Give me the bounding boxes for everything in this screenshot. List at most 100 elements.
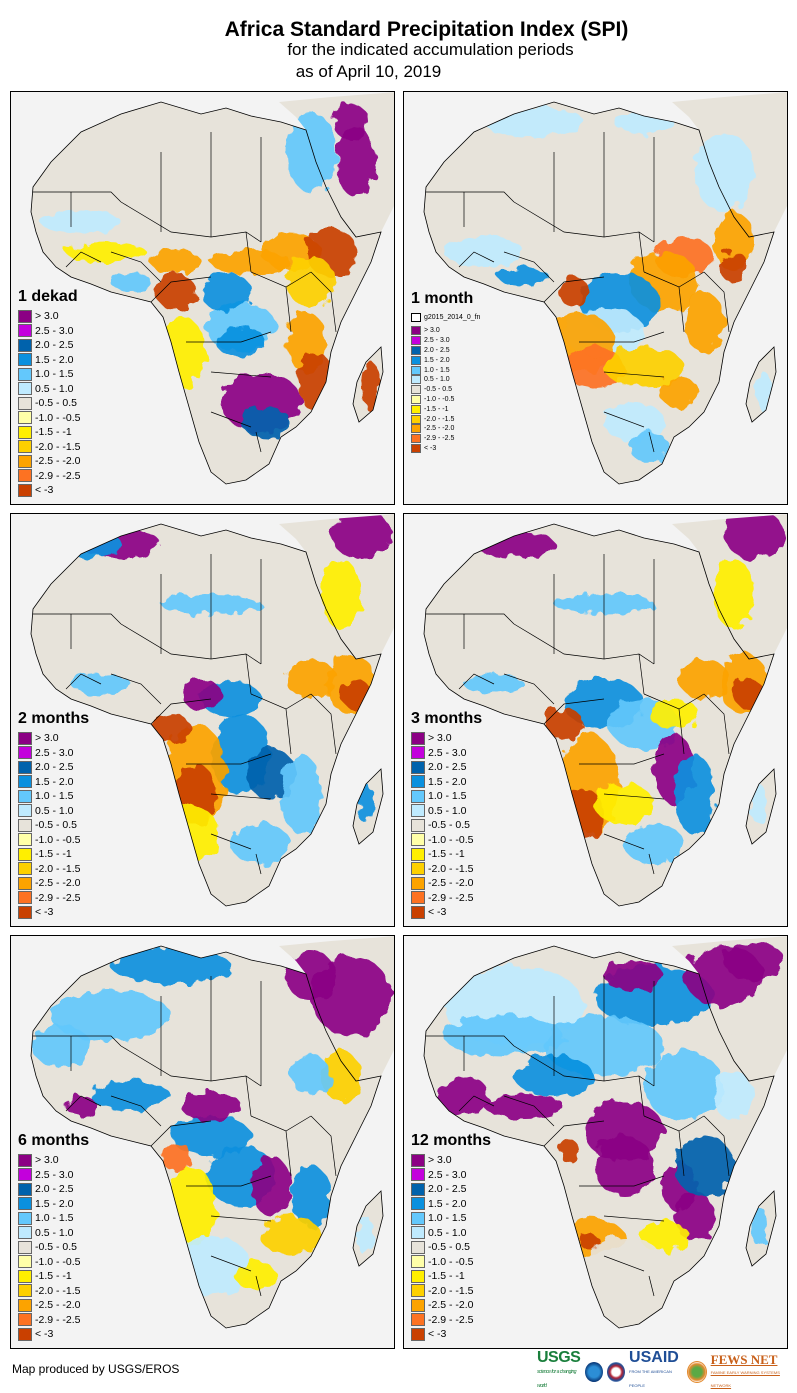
legend-swatch [18, 367, 32, 381]
spi-region [679, 659, 729, 699]
spi-region [181, 679, 221, 709]
legend-item: -2.9 - -2.5 [18, 469, 81, 484]
legend-label: 2.0 - 2.5 [35, 1183, 74, 1196]
legend-label: -2.5 - -2.0 [428, 1299, 474, 1312]
legend-swatch [18, 483, 32, 497]
legend-item: 2.5 - 3.0 [411, 1168, 491, 1183]
spi-region [684, 292, 724, 352]
fews-globe-icon [686, 1361, 707, 1383]
legend-swatch [411, 434, 421, 444]
legend-swatch [18, 425, 32, 439]
legend-swatch [411, 1313, 425, 1327]
legend-label: -1.0 - -0.5 [35, 411, 81, 424]
spi-region [751, 784, 767, 824]
legend-item: -0.5 - 0.5 [411, 1240, 491, 1255]
spi-region [639, 1221, 689, 1251]
legend-label: 2.5 - 3.0 [428, 746, 467, 759]
country-border [543, 1120, 605, 1147]
country-border [648, 1275, 655, 1297]
coastline [423, 523, 775, 907]
usgs-logo-text: USGS [537, 1349, 581, 1366]
legend-swatch [411, 731, 425, 745]
legend-swatch [18, 338, 32, 352]
legend-swatch [411, 385, 421, 395]
legend-item: 1.0 - 1.5 [18, 789, 89, 804]
country-border [186, 753, 272, 765]
legend-item: -1.5 - -1 [411, 404, 480, 414]
legend-item: -0.5 - 0.5 [411, 385, 480, 395]
legend-item: > 3.0 [411, 731, 482, 746]
country-border [120, 201, 212, 238]
country-border [120, 623, 212, 660]
spi-region [564, 347, 624, 387]
legend-swatch [411, 1284, 425, 1298]
legend-swatch [18, 1226, 32, 1240]
country-border [150, 698, 212, 725]
spi-region [629, 432, 669, 462]
spi-region [333, 104, 369, 140]
usgs-logo: USGS science for a changing world [537, 1349, 581, 1393]
legend-swatch [18, 382, 32, 396]
legend-label: 1.5 - 2.0 [428, 775, 467, 788]
legend-item: 1.5 - 2.0 [18, 775, 89, 790]
legend-item: 1.5 - 2.0 [18, 1197, 89, 1212]
spi-region [659, 377, 699, 407]
country-borders [30, 101, 384, 485]
country-border [310, 271, 337, 333]
country-border [310, 693, 337, 755]
legend-label: -2.5 - -2.0 [424, 425, 455, 433]
usgs-logo-tagline: science for a changing world [537, 1369, 577, 1389]
legend-item: -1.5 - -1 [18, 1269, 89, 1284]
country-border [255, 1275, 262, 1297]
country-border [33, 1035, 122, 1047]
fews-logo-tagline: FAMINE EARLY WARNING SYSTEMS NETWORK [710, 1369, 780, 1388]
legend-item: 2.5 - 3.0 [411, 746, 482, 761]
legend-period-title: 3 months [411, 710, 483, 727]
legend-label: -1.0 - -0.5 [35, 1255, 81, 1268]
legend-swatch [411, 443, 421, 453]
spi-region [151, 714, 191, 744]
layer-label: g2015_2014_0_fn [424, 313, 481, 321]
spi-region [756, 372, 772, 412]
legend-item: -1.5 - -1 [411, 847, 482, 862]
legend-item: 0.5 - 1.0 [411, 1226, 491, 1241]
legend-label: -1.5 - -1 [35, 1270, 72, 1283]
spi-region [51, 991, 171, 1041]
legend-label: 2.0 - 2.5 [424, 346, 450, 354]
legend-label: -2.5 - -2.0 [35, 455, 81, 468]
spi-region [484, 107, 584, 137]
legend-swatch [411, 1298, 425, 1312]
legend-label: > 3.0 [35, 732, 59, 745]
legend-item: > 3.0 [18, 731, 89, 746]
country-border [503, 251, 555, 283]
legend-swatch [18, 1298, 32, 1312]
spi-region [41, 210, 121, 234]
legend-swatch [411, 746, 425, 760]
legend-swatch [411, 424, 421, 434]
legend-item: 0.5 - 1.0 [18, 1226, 89, 1241]
legend-item: 2.0 - 2.5 [411, 1182, 491, 1197]
legend-label: -1.5 - -1 [35, 426, 72, 439]
legend-label: -1.5 - -1 [424, 405, 449, 413]
legend-swatch [411, 1168, 425, 1182]
legend-item: < -3 [18, 483, 81, 498]
country-border [210, 1215, 272, 1222]
legend-swatch [18, 440, 32, 454]
legend-label: 2.5 - 3.0 [428, 1168, 467, 1181]
legend-item: 2.0 - 2.5 [18, 1182, 89, 1197]
spi-map [423, 936, 787, 1329]
legend-swatch [411, 804, 425, 818]
legend-label: 1.0 - 1.5 [35, 368, 74, 381]
spi-region [584, 1236, 664, 1296]
legend-swatch [18, 833, 32, 847]
layer-swatch [411, 312, 421, 322]
legend-item: -1.0 - -0.5 [18, 1255, 89, 1270]
spi-region [211, 250, 291, 274]
legend-swatch [411, 345, 421, 355]
legend-label: -2.0 - -1.5 [428, 862, 474, 875]
spi-region [111, 948, 231, 984]
legend-item: -2.5 - -2.0 [18, 876, 89, 891]
map-credit: Map produced by USGS/EROS [12, 1362, 180, 1376]
legend-item: 1.0 - 1.5 [18, 1211, 89, 1226]
legend-item: 2.0 - 2.5 [18, 338, 81, 353]
